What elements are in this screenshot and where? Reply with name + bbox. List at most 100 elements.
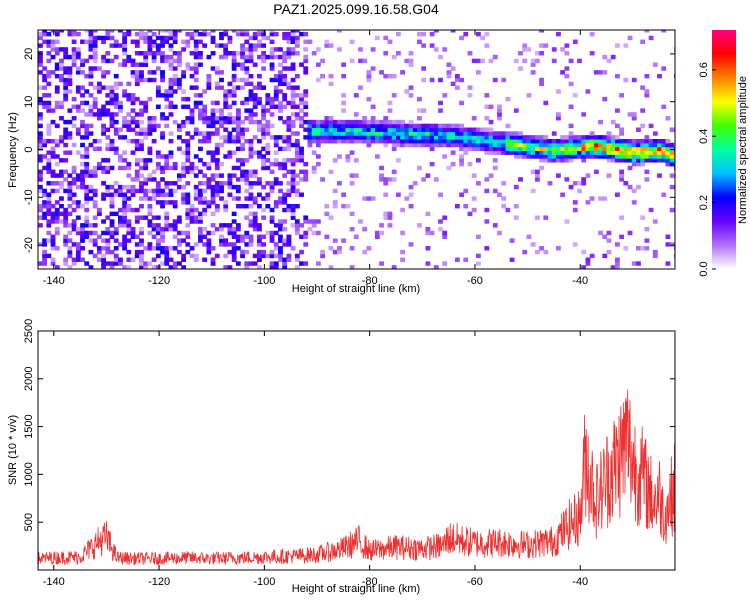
spectrogram-cell <box>278 146 283 152</box>
spectrogram-cell <box>315 123 321 129</box>
spectrogram-cell <box>299 223 304 228</box>
spectrogram-cell <box>286 158 292 163</box>
spectrogram-cell <box>92 47 98 52</box>
spectrogram-cell <box>185 131 191 136</box>
spectrogram-cell <box>248 242 254 247</box>
spectrogram-cell <box>564 73 570 79</box>
spectrogram-cell <box>341 73 347 79</box>
spectrogram-cell <box>585 89 591 94</box>
spectrogram-cell <box>240 177 245 182</box>
spectrogram-cell <box>219 43 224 48</box>
spectrogram-cell <box>366 123 372 129</box>
spectrogram-cell <box>299 100 304 106</box>
spectrogram-cell <box>467 211 473 217</box>
spectrogram-cell <box>151 77 157 83</box>
spectrogram-cell <box>235 184 241 190</box>
spectrogram-cell <box>88 35 94 41</box>
spectrogram-cell <box>84 192 90 197</box>
spectrogram-cell <box>564 138 570 144</box>
spectrogram-cell <box>134 219 140 224</box>
spectrogram-cell <box>488 150 494 155</box>
spectrogram-cell <box>543 100 549 106</box>
spectrogram-cell <box>299 234 304 239</box>
spectrogram-cell <box>417 96 422 102</box>
spectrogram-cell <box>252 150 258 155</box>
spectrogram-cell <box>442 47 448 52</box>
spectrogram-cell <box>648 207 654 213</box>
spectrogram-cell <box>278 246 283 251</box>
spectrogram-cell <box>172 119 178 125</box>
spectrogram-cell <box>113 93 119 98</box>
spectrogram-cell <box>581 265 587 269</box>
spectrogram-cell <box>433 265 439 269</box>
spectrogram-cell <box>442 138 448 144</box>
spectrogram-cell <box>88 142 94 148</box>
spectrogram-cell <box>530 142 536 148</box>
spectrogram-cell <box>67 203 73 209</box>
spectrogram-cell <box>67 223 73 228</box>
spectrogram-cell <box>164 158 170 163</box>
spectrogram-cell <box>189 85 195 90</box>
spectrogram-cell <box>240 77 245 83</box>
spectrogram-cell <box>198 196 203 201</box>
spectrogram-cell <box>113 238 119 243</box>
spectrogram-cell <box>530 154 536 159</box>
spectrogram-cell <box>442 135 448 140</box>
spectrogram-cell <box>240 51 245 56</box>
spectrogram-cell <box>328 131 334 136</box>
spectrogram-cell <box>425 173 431 178</box>
spectrogram-cell <box>84 196 90 201</box>
spectrogram-cell <box>366 119 372 125</box>
spectrogram-cell <box>307 39 313 44</box>
spectrogram-cell <box>328 123 334 129</box>
spectrogram-cell <box>273 150 279 155</box>
spectrogram-cell <box>172 188 178 194</box>
spectrogram-cell <box>67 196 73 201</box>
spectrogram-cell <box>534 177 540 182</box>
spectrogram-cell <box>286 119 292 125</box>
spectrogram-cell <box>530 150 536 155</box>
spectrogram-cell <box>501 150 507 155</box>
spectrogram-cell <box>366 142 372 148</box>
spectrogram-cell <box>160 43 165 48</box>
spectrogram-cell <box>54 62 60 67</box>
spectrogram-cell <box>627 154 633 159</box>
spectrogram-cell <box>151 257 157 262</box>
spectrogram-x-ticks: -140 -120 -100 -80 -60 -40 <box>43 30 588 287</box>
spectrogram-cell <box>652 253 658 259</box>
spectrogram-cell <box>429 123 435 129</box>
spectrogram-cell <box>598 150 603 155</box>
spectrogram-cell <box>442 230 448 236</box>
spectrogram-cell <box>227 39 233 44</box>
spectrogram-cell <box>269 219 275 224</box>
spectrogram-cell <box>417 127 422 132</box>
spectrogram-cell <box>324 123 330 129</box>
spectrogram-cell <box>71 142 77 148</box>
spectrogram-cell <box>273 93 279 98</box>
spectrogram-cell <box>408 192 414 197</box>
spectrogram-cell <box>244 96 250 102</box>
spectrogram-cell <box>627 146 633 152</box>
x-tick-label: -100 <box>253 275 275 287</box>
spectrogram-cell <box>118 242 123 247</box>
spectrogram-cell <box>303 219 309 224</box>
spectrogram-cell <box>63 51 69 56</box>
spectrogram-cell <box>206 181 212 186</box>
spectrogram-cell <box>54 181 60 186</box>
spectrogram-cell <box>303 261 309 266</box>
spectrogram-cell <box>328 81 334 87</box>
spectrogram-cell <box>560 150 566 155</box>
spectrogram-cell <box>227 223 233 228</box>
spectrogram-cell <box>585 200 591 205</box>
spectrogram-cell <box>101 253 106 259</box>
spectrogram-cell <box>88 43 94 48</box>
spectrogram-cell <box>657 142 662 148</box>
spectrogram-cell <box>244 181 250 186</box>
spectrogram-cell <box>143 261 149 266</box>
spectrogram-cell <box>585 135 591 140</box>
spectrogram-cell <box>50 211 56 217</box>
spectrogram-cell <box>223 223 229 228</box>
spectrogram-cell <box>438 123 443 129</box>
spectrogram-cell <box>88 169 94 174</box>
